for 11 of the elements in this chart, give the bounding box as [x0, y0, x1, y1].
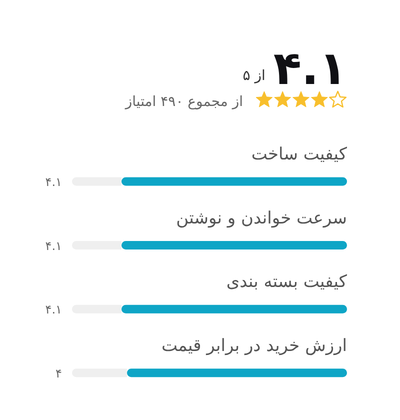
value-label: ۴ [56, 366, 62, 380]
title: ۴.۱ [273, 41, 347, 95]
subtitle: از ۵ [242, 68, 266, 84]
category-label: ارزش خرید در برابر قیمت [161, 336, 347, 356]
annotation: از مجموع ۴۹۰ امتیاز [125, 94, 243, 110]
value-label: ۴.۱ [45, 238, 62, 253]
value-label: ۴.۱ [45, 175, 62, 189]
value-label: ۴.۱ [45, 302, 62, 317]
category-label: کیفیت بسته بندی [226, 272, 347, 292]
category-label: کیفیت ساخت [251, 144, 347, 164]
category-label: سرعت خواندن و نوشتن [176, 208, 347, 228]
